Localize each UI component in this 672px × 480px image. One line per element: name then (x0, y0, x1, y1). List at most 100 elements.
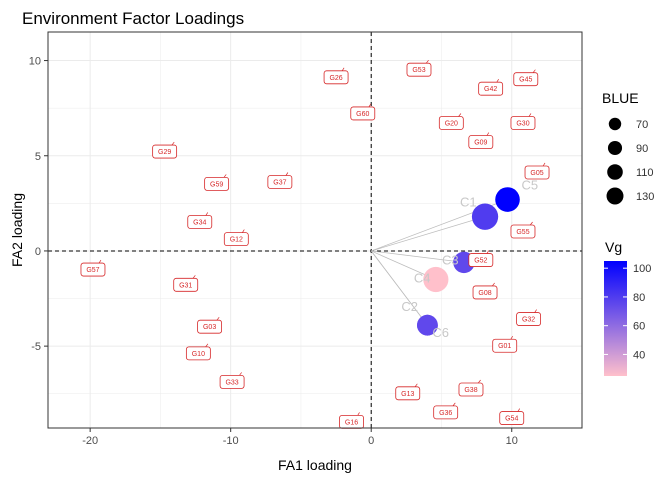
genotype-label: G13 (401, 391, 414, 398)
genotype-label-box (458, 382, 484, 397)
genotype-g42: G42 (478, 79, 504, 96)
genotype-label: G45 (519, 77, 532, 84)
genotype-label-box (499, 411, 525, 425)
grid (48, 32, 582, 428)
size-legend-key (606, 187, 624, 205)
genotype-g30: G30 (510, 113, 536, 130)
genotype-label-box (223, 232, 249, 247)
genotype-label: G32 (522, 317, 535, 324)
genotype-label-box (472, 285, 498, 300)
genotype-label-box (80, 262, 106, 277)
genotype-g32: G32 (516, 309, 541, 326)
size-legend-title: BLUE (602, 90, 639, 106)
genotype-g05: G05 (524, 162, 550, 180)
genotype-g57: G57 (80, 259, 106, 277)
genotype-label: G38 (464, 387, 477, 394)
genotype-g33: G33 (219, 372, 245, 389)
chart-title: Environment Factor Loadings (22, 9, 244, 28)
genotype-label: G60 (356, 111, 369, 118)
genotype-g31: G31 (173, 275, 199, 292)
genotype-g37: G37 (267, 172, 293, 189)
genotype-label-box (187, 215, 213, 229)
genotype-label-box (204, 177, 230, 191)
size-legend-key (608, 117, 622, 131)
size-legend-label: 130 (636, 191, 654, 203)
env-label-c5: C5 (522, 178, 539, 193)
x-tick-label: 10 (506, 435, 518, 447)
y-tick-label: 0 (35, 246, 41, 258)
genotype-label-box (395, 386, 421, 401)
genotype-label: G53 (412, 67, 425, 74)
vector-c1 (371, 216, 486, 252)
reference-lines (48, 32, 582, 428)
genotype-label-box (197, 319, 223, 334)
genotype-label: G16 (345, 419, 358, 426)
env-label-c4: C4 (414, 271, 431, 286)
environment-labels: C1 C5 C3 C4 C2 C6 (401, 178, 538, 341)
genotype-label: G57 (86, 267, 99, 274)
genotype-label-box (173, 277, 199, 292)
plot-panel (47, 31, 583, 429)
environment-points (417, 187, 520, 336)
genotype-label: G29 (158, 149, 171, 156)
genotype-label-box (219, 375, 245, 389)
genotype-label: G09 (474, 140, 487, 147)
y-tick-label: 5 (35, 151, 41, 163)
x-axis-title: FA1 loading (278, 457, 352, 473)
genotype-g12: G12 (223, 229, 249, 247)
size-legend-key (607, 164, 623, 180)
genotype-g01: G01 (492, 336, 518, 353)
env-point-c5 (495, 187, 520, 212)
genotype-label: G08 (478, 290, 491, 297)
x-tick-label: -10 (223, 435, 239, 447)
size-legend-label: 90 (636, 143, 648, 155)
genotype-label: G10 (192, 351, 205, 358)
genotype-g55: G55 (510, 221, 536, 239)
color-legend-label: 100 (633, 263, 651, 275)
genotype-label: G55 (516, 229, 529, 236)
genotype-label-box (492, 338, 518, 353)
genotype-label-box (350, 106, 376, 121)
genotype-label-box (323, 70, 349, 85)
genotype-label: G59 (210, 181, 223, 188)
env-label-c2: C2 (401, 299, 418, 314)
genotype-label: G34 (193, 219, 206, 226)
plot-border (47, 31, 583, 429)
env-label-c1: C1 (460, 195, 477, 210)
color-legend-label: 60 (633, 321, 645, 333)
genotype-g20: G20 (438, 113, 464, 130)
genotype-label-box (513, 72, 539, 87)
genotype-label: G33 (225, 379, 238, 386)
color-legend-title: Vg (605, 239, 622, 255)
genotype-label: G52 (474, 258, 487, 265)
size-legend-key (607, 140, 623, 156)
env-label-c6: C6 (432, 325, 449, 340)
genotype-label-box (433, 405, 459, 420)
genotype-g26: G26 (323, 67, 349, 85)
genotype-label-box (152, 144, 178, 159)
genotype-label: G20 (445, 120, 458, 127)
genotype-label-box (438, 116, 464, 130)
genotype-g52: G52 (468, 250, 494, 267)
color-legend: Vg 40 60 80 100 (604, 239, 651, 376)
genotype-g09: G09 (468, 132, 494, 149)
y-axis-title: FA2 loading (9, 193, 25, 267)
genotype-label-box (406, 62, 432, 77)
genotype-g34: G34 (187, 212, 213, 229)
vector-c6 (370, 250, 428, 326)
x-tick-label: -20 (82, 435, 98, 447)
genotype-label: G01 (498, 343, 511, 350)
genotype-label: G30 (516, 120, 529, 127)
genotype-label-box (468, 135, 494, 149)
genotype-g53: G53 (406, 59, 432, 77)
genotype-label-box (524, 165, 550, 180)
y-axis-ticks: -5 0 5 10 (29, 56, 48, 353)
env-label-c3: C3 (442, 252, 459, 267)
genotype-label: G54 (505, 416, 518, 423)
color-gradient-bar (604, 261, 627, 376)
genotype-label-box (510, 224, 536, 239)
genotype-g60: G60 (350, 103, 376, 121)
genotype-label-box (468, 253, 494, 267)
genotype-label-box (516, 312, 541, 326)
